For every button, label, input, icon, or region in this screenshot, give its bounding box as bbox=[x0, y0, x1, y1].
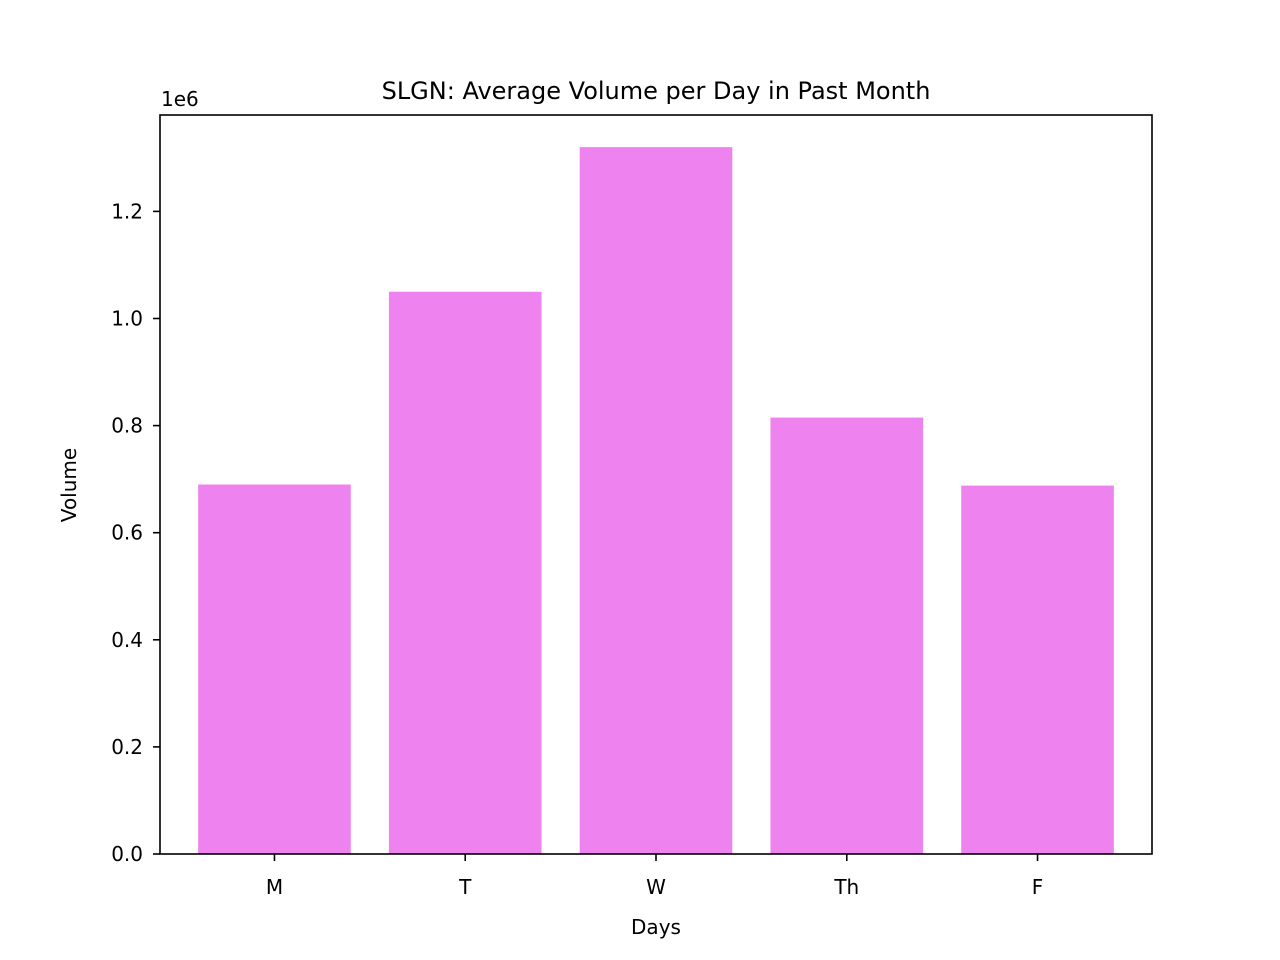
y-tick-label: 0.0 bbox=[111, 842, 143, 866]
plot-frame bbox=[159, 114, 1153, 855]
y-tick-label: 0.6 bbox=[111, 521, 143, 545]
bar-t bbox=[388, 291, 542, 854]
x-ticks-group: M T W Th F bbox=[266, 854, 1043, 899]
y-tick-label: 0.4 bbox=[111, 628, 143, 652]
y-axis-label: Volume bbox=[57, 448, 81, 522]
bars-group bbox=[198, 147, 1114, 854]
y-tick-label: 1.2 bbox=[111, 199, 143, 223]
x-tick-label: M bbox=[266, 875, 283, 899]
x-tick-label: T bbox=[458, 875, 472, 899]
y-scale-label: 1e6 bbox=[161, 87, 199, 111]
y-tick-label: 0.8 bbox=[111, 414, 143, 438]
y-tick-label: 0.2 bbox=[111, 735, 143, 759]
bar-f bbox=[961, 485, 1114, 854]
chart-title: SLGN: Average Volume per Day in Past Mon… bbox=[382, 77, 931, 105]
y-ticks-group: 0.0 0.2 0.4 0.6 0.8 1.0 1.2 bbox=[111, 199, 160, 866]
x-axis-label: Days bbox=[631, 915, 681, 939]
bar-m bbox=[198, 484, 351, 854]
bar-th bbox=[770, 417, 924, 854]
bar-w bbox=[579, 147, 733, 854]
x-tick-label: W bbox=[646, 875, 666, 899]
y-tick-label: 1.0 bbox=[111, 306, 143, 330]
x-tick-label: F bbox=[1032, 875, 1044, 899]
x-tick-label: Th bbox=[833, 875, 859, 899]
